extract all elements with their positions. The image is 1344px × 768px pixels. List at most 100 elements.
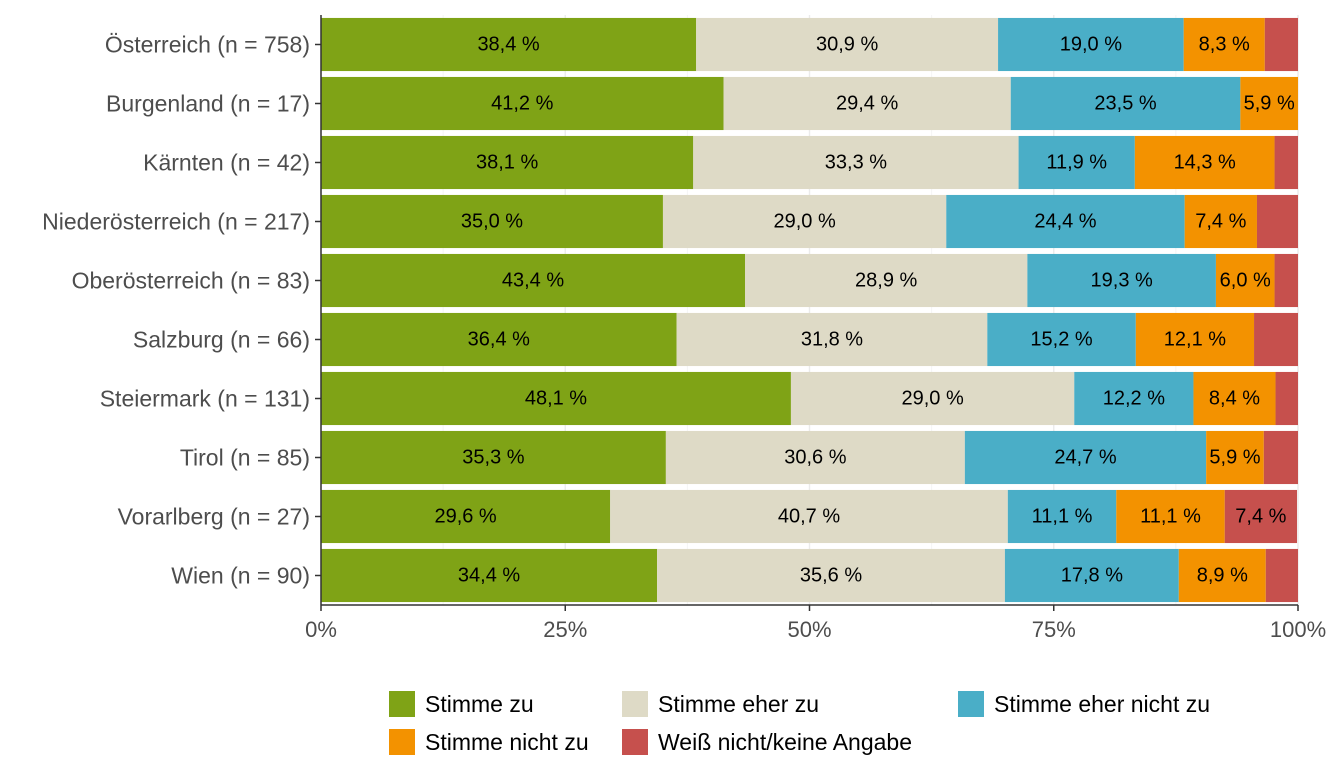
legend-label: Stimme eher zu xyxy=(658,691,819,717)
bar-segment xyxy=(1178,548,1266,603)
data-label: 29,0 % xyxy=(773,211,835,233)
data-label: 43,4 % xyxy=(502,270,564,292)
legend-label: Stimme zu xyxy=(425,691,534,717)
data-label: 29,4 % xyxy=(836,93,898,115)
data-label: 35,3 % xyxy=(462,447,524,469)
x-tick-label: 50% xyxy=(787,617,831,642)
bar-segment xyxy=(1134,135,1275,190)
data-label: 23,5 % xyxy=(1094,93,1156,115)
category-label: Kärnten (n = 42) xyxy=(143,150,310,176)
bar-segment xyxy=(1274,135,1298,190)
bar-segment xyxy=(1116,489,1225,544)
bar-segment xyxy=(662,194,947,249)
bar-segment xyxy=(321,253,746,308)
bar-segment xyxy=(1274,253,1298,308)
data-label: 6,0 % xyxy=(1220,270,1271,292)
legend-swatch xyxy=(389,729,415,755)
bar-segment xyxy=(1027,253,1216,308)
data-label: 34,4 % xyxy=(458,565,520,587)
bar-segment xyxy=(1254,312,1298,367)
data-label: 7,4 % xyxy=(1195,211,1246,233)
data-label: 5,9 % xyxy=(1244,93,1295,115)
bar-segment xyxy=(1224,489,1298,544)
data-label: 5,9 % xyxy=(1209,447,1260,469)
bar-segment xyxy=(998,17,1184,72)
data-label: 11,1 % xyxy=(1032,506,1093,528)
legend-swatch xyxy=(958,691,984,717)
bar-segment xyxy=(321,430,666,485)
bar-segment xyxy=(745,253,1028,308)
bar-segment xyxy=(321,371,791,426)
category-label: Oberösterreich (n = 83) xyxy=(72,268,310,294)
x-tick-label: 0% xyxy=(305,617,337,642)
data-label: 31,8 % xyxy=(801,329,863,351)
bar-segment xyxy=(321,489,611,544)
bar-segment xyxy=(987,312,1136,367)
data-label: 24,7 % xyxy=(1054,447,1116,469)
bar-segment xyxy=(1004,548,1179,603)
bar-segment xyxy=(610,489,1008,544)
bar-segment xyxy=(1206,430,1264,485)
data-label: 38,4 % xyxy=(477,34,539,56)
data-label: 30,6 % xyxy=(784,447,846,469)
data-label: 15,2 % xyxy=(1030,329,1092,351)
bar-segment xyxy=(1263,430,1298,485)
category-label: Burgenland (n = 17) xyxy=(106,91,310,117)
bar-segment xyxy=(1010,76,1241,131)
data-label: 48,1 % xyxy=(525,388,587,410)
data-label: 11,1 % xyxy=(1140,506,1201,528)
category-label: Niederösterreich (n = 217) xyxy=(42,209,310,235)
data-label: 8,4 % xyxy=(1209,388,1260,410)
bar-segment xyxy=(321,17,697,72)
x-tick-label: 75% xyxy=(1032,617,1076,642)
bar-segment xyxy=(946,194,1185,249)
data-label: 19,0 % xyxy=(1060,34,1122,56)
bar-segment xyxy=(321,76,724,131)
data-label: 7,4 % xyxy=(1235,506,1286,528)
bar-segment xyxy=(1074,371,1194,426)
bar-segment xyxy=(665,430,965,485)
bars xyxy=(321,17,1298,603)
data-label: 35,0 % xyxy=(461,211,523,233)
bar-segment xyxy=(1193,371,1276,426)
legend-label: Stimme nicht zu xyxy=(425,729,589,755)
bar-segment xyxy=(1183,17,1265,72)
x-tick-label: 100% xyxy=(1270,617,1326,642)
bar-segment xyxy=(1215,253,1275,308)
bar-segment xyxy=(964,430,1207,485)
legend-label: Stimme eher nicht zu xyxy=(994,691,1210,717)
data-label: 12,2 % xyxy=(1103,388,1165,410)
bar-segment xyxy=(321,548,658,603)
data-label: 29,6 % xyxy=(434,506,496,528)
legend-swatch xyxy=(622,729,648,755)
data-label: 29,0 % xyxy=(901,388,963,410)
data-label: 36,4 % xyxy=(468,329,530,351)
data-label: 35,6 % xyxy=(800,565,862,587)
bar-segment xyxy=(693,135,1019,190)
data-label: 12,1 % xyxy=(1164,329,1226,351)
bar-segment xyxy=(1275,371,1298,426)
bar-segment xyxy=(1264,17,1298,72)
data-label: 14,3 % xyxy=(1174,152,1236,174)
data-label: 33,3 % xyxy=(825,152,887,174)
data-label: 8,3 % xyxy=(1199,34,1250,56)
bar-segment xyxy=(1184,194,1257,249)
data-label: 38,1 % xyxy=(476,152,538,174)
bar-segment xyxy=(321,194,663,249)
data-label: 40,7 % xyxy=(778,506,840,528)
legend: Stimme zu Stimme eher zu Stimme eher nicht… xyxy=(389,691,1210,755)
bar-segment xyxy=(723,76,1011,131)
category-label: Österreich (n = 758) xyxy=(105,32,310,58)
axes: Österreich (n = 758) Burgenland (n = 17) K… xyxy=(42,15,1326,642)
legend-swatch xyxy=(622,691,648,717)
data-label: 30,9 % xyxy=(816,34,878,56)
bar-segment xyxy=(1018,135,1135,190)
data-label: 24,4 % xyxy=(1034,211,1096,233)
data-label: 28,9 % xyxy=(855,270,917,292)
bar-segment xyxy=(657,548,1005,603)
legend-swatch xyxy=(389,691,415,717)
bar-segment xyxy=(1240,76,1298,131)
bar-segment xyxy=(676,312,988,367)
